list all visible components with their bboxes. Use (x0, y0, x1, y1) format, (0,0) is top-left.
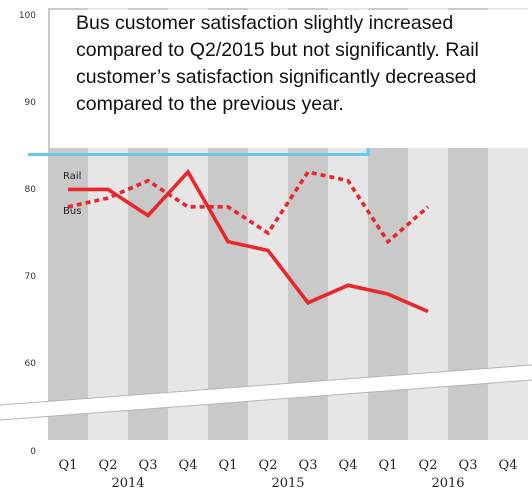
y-tick-70: 70 (25, 272, 37, 282)
x-tick-9: Q1 (379, 458, 398, 473)
axis-break-line-top (0, 364, 532, 406)
x-tick-1: Q1 (59, 458, 78, 473)
series-label-rail: Rail (63, 171, 81, 182)
axis-break (0, 364, 532, 421)
series-labels: Rail Bus (63, 171, 81, 217)
x-tick-8: Q4 (339, 458, 358, 473)
series-line-rail-0 (68, 168, 429, 314)
series-label-bus: Bus (63, 206, 81, 217)
y-tick-0: 0 (30, 447, 36, 457)
y-tick-60: 60 (25, 359, 37, 369)
x-tick-6: Q2 (259, 458, 278, 473)
year-labels: 2014 2015 2016 (111, 476, 464, 491)
y-tick-100: 100 (19, 11, 36, 21)
axis-break-strip (0, 365, 532, 420)
x-tick-7: Q3 (299, 458, 318, 473)
year-label-2014: 2014 (111, 476, 144, 491)
year-label-2016: 2016 (431, 476, 464, 491)
y-tick-labels: 0 60 70 80 90 100 (19, 11, 36, 457)
x-tick-11: Q3 (459, 458, 478, 473)
x-tick-12: Q4 (499, 458, 518, 473)
x-tick-labels: Q1 Q2 Q3 Q4 Q1 Q2 Q3 Q4 Q1 Q2 Q3 Q4 (59, 458, 518, 473)
axis-break-line-bottom (0, 379, 532, 421)
series-line-bus-0 (67, 169, 430, 245)
x-tick-3: Q3 (139, 458, 158, 473)
x-tick-2: Q2 (99, 458, 118, 473)
year-label-2015: 2015 (271, 476, 304, 491)
x-tick-10: Q2 (419, 458, 438, 473)
x-tick-4: Q4 (179, 458, 198, 473)
y-tick-80: 80 (25, 185, 37, 195)
y-tick-90: 90 (25, 98, 37, 108)
annotation-text: Bus customer satisfaction slightly incre… (50, 10, 528, 148)
x-tick-5: Q1 (219, 458, 238, 473)
